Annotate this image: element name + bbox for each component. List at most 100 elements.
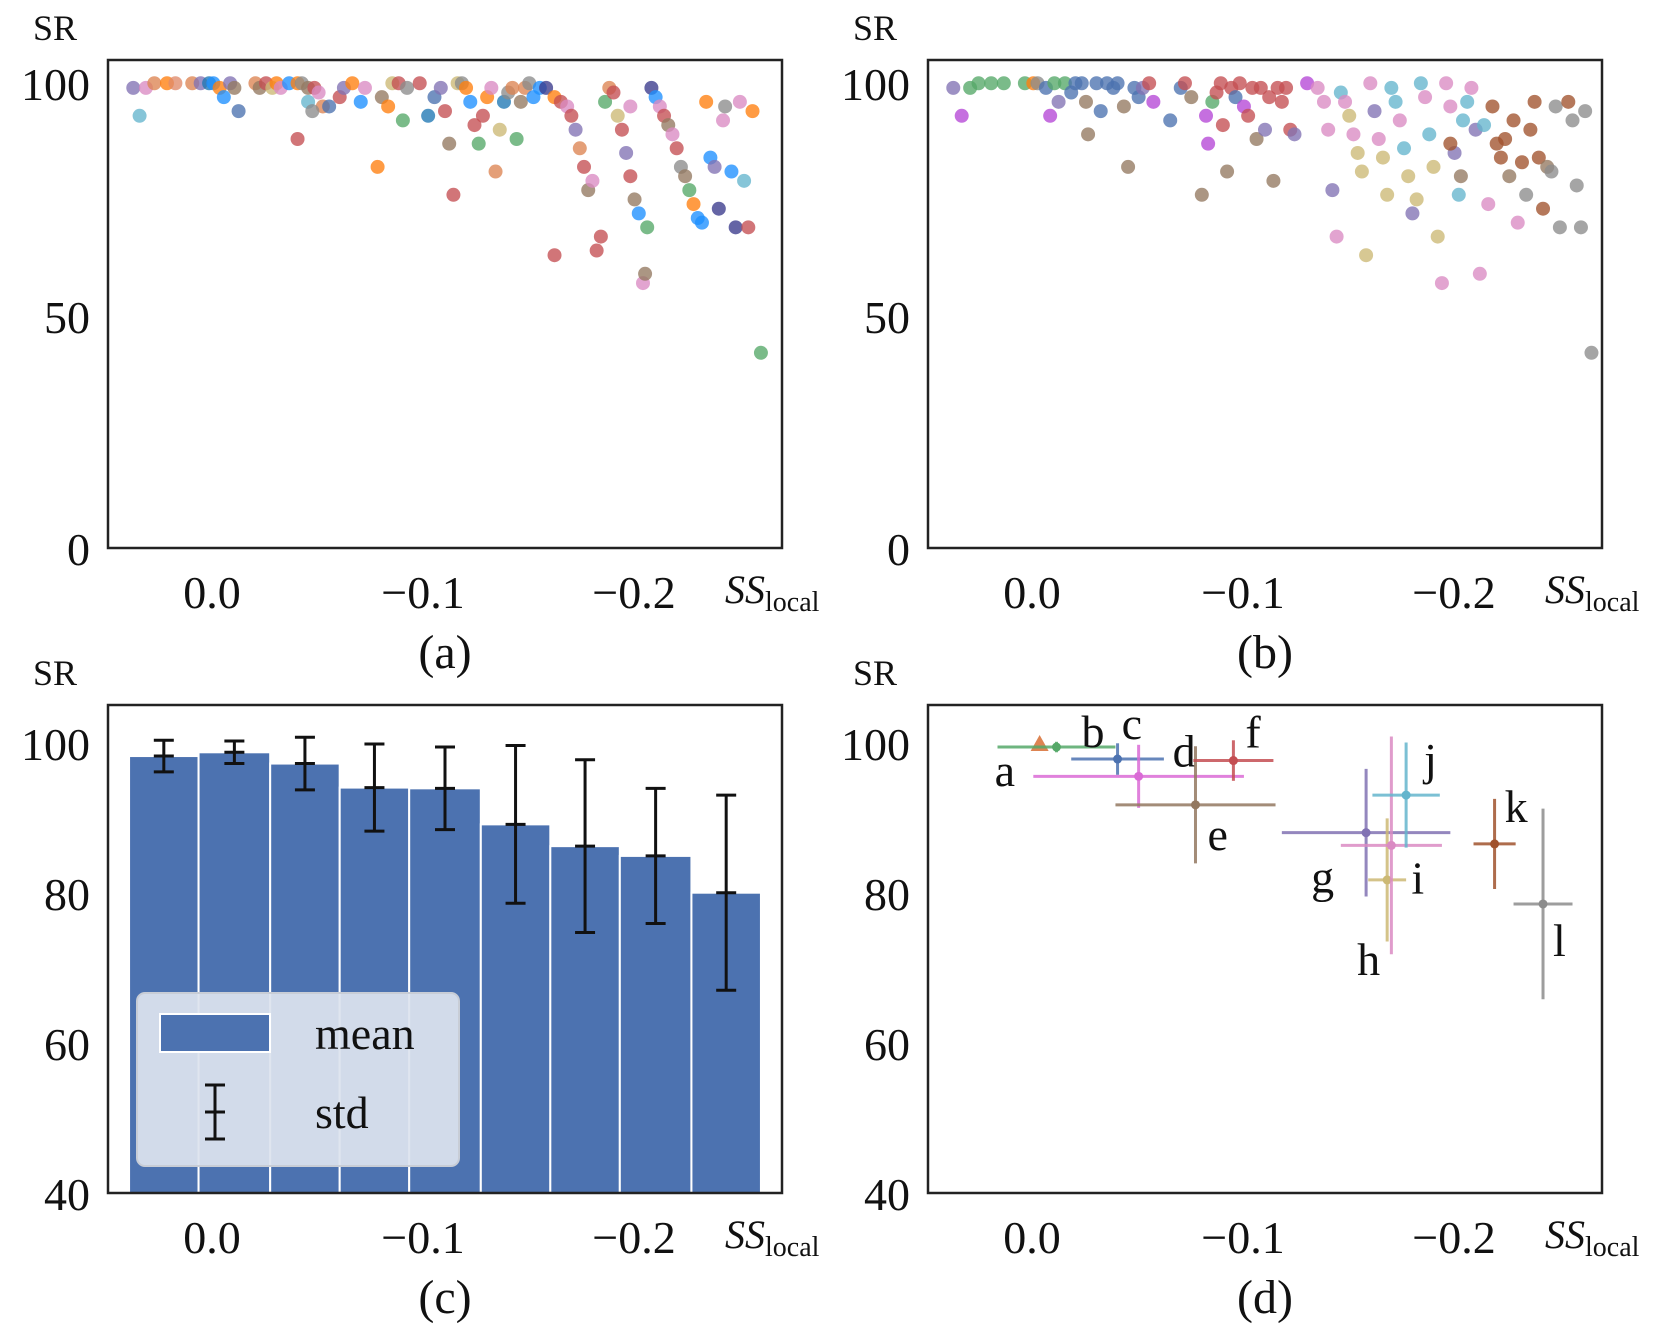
panel-b-point-19 (1089, 76, 1104, 91)
panel-c-x-label: SSlocal (725, 1212, 820, 1263)
panel-b-point-84 (1413, 76, 1428, 91)
panel-c-ytick-100: 100 (21, 719, 90, 770)
panel-d-label-j: j (1422, 734, 1437, 785)
panel-a-point-1 (132, 108, 147, 123)
panel-b-point-56 (1279, 80, 1294, 95)
panel-c-errorbar-8 (716, 793, 737, 992)
panel-a-point-59 (484, 80, 499, 95)
panel-b-point-69 (1350, 145, 1365, 160)
panel-b-point-85 (1418, 90, 1433, 105)
panel-d-marker-h (1382, 875, 1392, 885)
panel-d-ytick-80: 80 (864, 869, 910, 920)
panel-a-point-41 (395, 113, 410, 128)
legend-mean-swatch (159, 1013, 271, 1053)
panel-a-point-60 (488, 164, 503, 179)
panel-a-point-28 (322, 99, 337, 114)
panel-c-xtick-neg02: −0.2 (592, 1212, 675, 1263)
panel-b-point-101 (1485, 99, 1500, 114)
panel-a-point-104 (686, 197, 701, 212)
panel-b-point-5 (996, 76, 1011, 91)
panel-a-ytick-0: 0 (67, 524, 90, 575)
panel-b-point-29 (1142, 76, 1157, 91)
panel-a-point-88 (619, 145, 634, 160)
panel-a-point-57 (475, 108, 490, 123)
panel-b-point-10 (1043, 108, 1058, 123)
panel-b-point-77 (1384, 80, 1399, 95)
panel-d-group-i: i (1340, 736, 1442, 955)
panel-d-caption: (d) (1237, 1271, 1293, 1324)
panel-a-point-91 (631, 206, 646, 221)
panel-c-frame (106, 703, 784, 1195)
panel-b-point-121 (1578, 104, 1593, 119)
panel-a-point-107 (699, 94, 714, 109)
panel-b-y-label: SR (853, 8, 897, 48)
panel-d-label-d: d (1173, 725, 1196, 776)
panel-c: SR mean std 100 80 60 40 0.0 −0.1 −0.2 S… (21, 653, 820, 1324)
panel-d-xtick-neg02: −0.2 (1412, 1212, 1495, 1263)
panel-a-point-114 (732, 94, 747, 109)
panel-a-point-11 (216, 90, 231, 105)
panel-b-point-37 (1201, 136, 1216, 151)
panel-c-x-label-main: SS (725, 1212, 765, 1257)
panel-b-point-24 (1116, 99, 1131, 114)
legend-std-label: std (315, 1087, 369, 1138)
panel-a-point-68 (522, 76, 537, 91)
panel-b-point-12 (1051, 94, 1066, 109)
panel-a-point-77 (572, 141, 587, 156)
panel-d-group-f: f (1193, 707, 1274, 781)
panel-b-point-30 (1146, 94, 1161, 109)
panel-a-points (126, 76, 768, 360)
panel-b-point-17 (1078, 94, 1093, 109)
panel-a-point-39 (381, 99, 396, 114)
panel-b-point-79 (1392, 113, 1407, 128)
panel-c-ytick-80: 80 (44, 869, 90, 920)
panel-b-point-73 (1367, 104, 1382, 119)
panel-a-point-80 (585, 173, 600, 188)
panel-d-marker-e (1190, 800, 1200, 810)
panel-c-errorbars (153, 735, 737, 992)
panel-c-errorbar-6 (575, 758, 596, 934)
panel-b-point-98 (1472, 266, 1487, 281)
panel-b-point-108 (1514, 155, 1529, 170)
panel-b-point-96 (1464, 80, 1479, 95)
panel-a: SR 100 50 0 0.0 −0.1 −0.2 SSlocal (a) (21, 8, 820, 679)
legend-std-swatch (205, 1083, 225, 1141)
panel-b-point-125 (1565, 113, 1580, 128)
panel-b-points (946, 76, 1599, 360)
panel-d-group-h: h (1357, 818, 1407, 985)
panel-a-point-47 (433, 80, 448, 95)
panel-b-point-118 (1561, 94, 1576, 109)
panel-d-group-a: a (995, 735, 1049, 796)
panel-b-point-93 (1451, 187, 1466, 202)
panel-b-ytick-50: 50 (864, 292, 910, 343)
panel-b-point-55 (1274, 94, 1289, 109)
panel-a-point-26 (311, 85, 326, 100)
panel-a-point-115 (737, 173, 752, 188)
panel-c-errorbar-4 (435, 745, 455, 832)
panel-b-point-87 (1426, 159, 1441, 174)
panel-b-point-16 (1074, 76, 1089, 91)
panel-a-point-90 (627, 192, 642, 207)
panel-a-point-87 (614, 122, 629, 137)
panel-a-point-37 (370, 159, 385, 174)
panel-b-point-58 (1287, 127, 1302, 142)
panel-a-point-119 (547, 248, 562, 263)
panel-b-point-50 (1253, 80, 1268, 95)
panel-b-point-94 (1455, 113, 1470, 128)
panel-b-point-70 (1354, 164, 1369, 179)
panel-b-point-74 (1371, 132, 1386, 147)
panel-a-point-3 (147, 76, 162, 91)
panel-b-point-63 (1325, 183, 1340, 198)
panel-b-point-0 (946, 80, 961, 95)
panel-b-point-105 (1502, 169, 1517, 184)
panel-a-point-31 (305, 104, 320, 119)
panel-c-errorbar-3 (364, 742, 385, 833)
panel-a-point-85 (606, 85, 621, 100)
panel-d-x-label-main: SS (1545, 1212, 1585, 1257)
panel-b-point-110 (1523, 122, 1538, 137)
panel-b-point-99 (1477, 118, 1492, 133)
panel-d-label-e: e (1207, 809, 1227, 860)
panel-b-point-34 (1184, 90, 1199, 105)
panel-c-ytick-40: 40 (44, 1169, 90, 1220)
